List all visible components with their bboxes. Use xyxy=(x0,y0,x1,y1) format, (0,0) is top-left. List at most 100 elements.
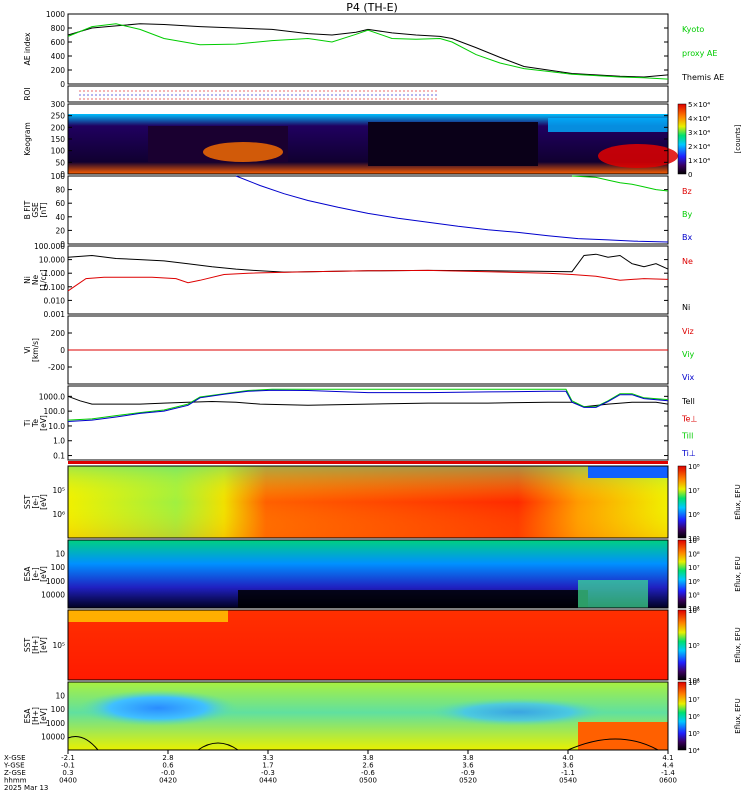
roi-dot xyxy=(375,90,377,92)
colorbar-tick-label: 10⁷ xyxy=(688,564,700,572)
y-tick-label: 0 xyxy=(60,170,65,179)
colorbar-tick-label: 10⁴ xyxy=(688,605,700,613)
roi-dot xyxy=(115,94,117,96)
y-tick-label: 10 xyxy=(55,692,65,701)
roi-dot xyxy=(335,90,337,92)
roi-dot xyxy=(179,98,181,100)
y-axis-label: ROI xyxy=(23,87,32,100)
panel-ae: 0 200 400 600 800 1000 AE index Kyoto proxy AE Th… xyxy=(23,10,724,89)
roi-dot xyxy=(411,94,413,96)
panel-frame xyxy=(67,175,669,245)
roi-dot xyxy=(155,90,157,92)
y-tick-label: 0 xyxy=(60,240,65,249)
x-tick-label: 3.8 xyxy=(462,754,473,762)
roi-dot xyxy=(407,98,409,100)
roi-dot xyxy=(375,94,377,96)
roi-dot xyxy=(263,90,265,92)
colorbar-tick-label: 10⁶ xyxy=(688,578,700,586)
roi-dot xyxy=(347,98,349,100)
roi-dot xyxy=(123,90,125,92)
roi-dot xyxy=(227,98,229,100)
roi-dot xyxy=(283,98,285,100)
colorbar-tick-label: 10⁷ xyxy=(688,696,700,704)
colorbar xyxy=(677,465,687,539)
colorbar-tick-label: 10⁵ xyxy=(688,730,700,738)
y-axis-label-line: Ni xyxy=(23,276,32,284)
roi-dot xyxy=(291,94,293,96)
y-tick-label: 10000 xyxy=(41,590,65,599)
roi-dot xyxy=(363,94,365,96)
roi-dot xyxy=(295,90,297,92)
roi-dot xyxy=(163,90,165,92)
roi-dot xyxy=(287,90,289,92)
roi-dot xyxy=(227,90,229,92)
roi-dot xyxy=(219,98,221,100)
roi-dot xyxy=(127,94,129,96)
x-tick-label: 1.7 xyxy=(262,762,273,770)
legend-label: Bz xyxy=(682,187,692,196)
roi-dot xyxy=(359,90,361,92)
spectrogram-esa-i-blob-2 xyxy=(428,698,608,726)
y-axis-label-line: Vi xyxy=(23,346,32,353)
roi-dot xyxy=(103,98,105,100)
roi-dot xyxy=(255,98,257,100)
y-tick-label: 10⁵ xyxy=(52,641,65,650)
roi-dot xyxy=(419,94,421,96)
panel-frame xyxy=(67,465,669,539)
roi-dot xyxy=(383,90,385,92)
keogram-dark-region-2 xyxy=(368,122,538,166)
colorbar-tick-label: 10⁵ xyxy=(688,535,700,543)
roi-dot xyxy=(427,98,429,100)
roi-dot xyxy=(295,98,297,100)
roi-dot xyxy=(399,98,401,100)
roi-dot xyxy=(435,94,437,96)
x-tick-label: -0.9 xyxy=(461,769,475,777)
roi-dot xyxy=(199,94,201,96)
roi-dot xyxy=(211,90,213,92)
roi-dot xyxy=(395,98,397,100)
roi-dot xyxy=(159,90,161,92)
roi-dot xyxy=(83,90,85,92)
spectrogram-esa-i-hot xyxy=(578,722,668,750)
roi-dot xyxy=(315,98,317,100)
roi-dot xyxy=(195,90,197,92)
roi-dot xyxy=(363,90,365,92)
keogram-aurora-arc xyxy=(203,142,283,162)
colorbar xyxy=(677,539,687,609)
colorbar-unit: Eflux, EFU xyxy=(734,484,742,519)
roi-dot xyxy=(387,90,389,92)
roi-dot xyxy=(347,90,349,92)
y-axis-label: B FIT GSE [nT] xyxy=(23,200,48,219)
roi-dot xyxy=(403,90,405,92)
roi-dot xyxy=(295,94,297,96)
roi-dot xyxy=(399,94,401,96)
roi-dot xyxy=(415,98,417,100)
x-tick-label: -1.4 xyxy=(661,769,675,777)
y-tick-label: 200 xyxy=(51,123,66,132)
roi-dot xyxy=(299,90,301,92)
roi-dot xyxy=(79,98,81,100)
y-tick-label: 250 xyxy=(51,112,66,121)
keogram-band xyxy=(548,118,668,132)
colorbar xyxy=(677,681,687,751)
spectrogram-esa-e-green xyxy=(578,580,648,608)
y-axis-label-line: [e-] xyxy=(31,567,40,580)
colorbar-tick-label: 10⁵ xyxy=(688,591,700,599)
roi-dot xyxy=(239,94,241,96)
figure-title: P4 (TH-E) xyxy=(346,1,398,14)
y-tick-label: 200 xyxy=(51,66,66,75)
x-tick-label: 0600 xyxy=(659,777,677,785)
legend-label: Viy xyxy=(682,350,695,359)
x-tick-label: 4.0 xyxy=(562,754,573,762)
roi-dot xyxy=(223,94,225,96)
y-axis-label: Keogram xyxy=(23,122,32,156)
x-tick-label: 2.6 xyxy=(362,762,374,770)
roi-dot xyxy=(267,94,269,96)
roi-dot xyxy=(239,98,241,100)
colorbar-tick-label: 5×10⁴ xyxy=(688,101,710,109)
y-tick-label: 0 xyxy=(60,80,65,89)
roi-dot xyxy=(183,94,185,96)
roi-dot xyxy=(207,98,209,100)
roi-dot xyxy=(411,90,413,92)
roi-dot xyxy=(359,98,361,100)
